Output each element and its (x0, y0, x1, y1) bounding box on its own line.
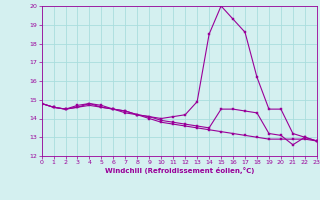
X-axis label: Windchill (Refroidissement éolien,°C): Windchill (Refroidissement éolien,°C) (105, 167, 254, 174)
